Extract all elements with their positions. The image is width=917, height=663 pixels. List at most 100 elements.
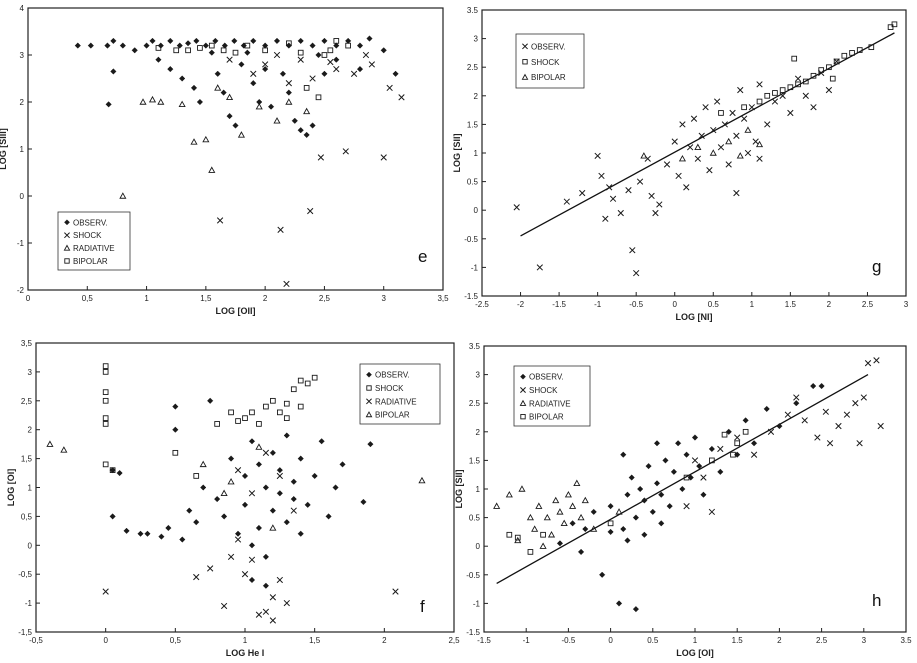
data-point — [860, 394, 867, 401]
y-axis-label-f: LOG [OI] — [6, 469, 16, 507]
data-point — [269, 617, 277, 624]
data-point — [810, 104, 817, 111]
data-point — [248, 490, 256, 497]
data-point — [691, 457, 699, 464]
legend-entry: OBSERV. — [529, 373, 564, 382]
data-point — [105, 101, 112, 108]
data-point — [795, 81, 801, 88]
data-point — [590, 508, 597, 515]
y-tick-label-g: 0 — [474, 206, 479, 215]
data-point — [226, 56, 233, 63]
data-point — [691, 434, 699, 441]
data-point — [333, 38, 340, 44]
x-tick-label-h: 2 — [777, 636, 782, 645]
data-point — [683, 451, 690, 458]
data-point — [227, 477, 235, 485]
data-point — [418, 476, 426, 484]
data-point — [193, 519, 200, 526]
data-point — [729, 109, 736, 117]
y-tick-label-g: -1 — [471, 263, 479, 272]
data-point — [157, 98, 165, 105]
data-point — [325, 513, 332, 520]
x-tick-label-g: 0 — [673, 300, 678, 309]
data-point — [752, 138, 759, 145]
data-point — [119, 42, 126, 49]
data-point — [102, 397, 109, 404]
data-point — [248, 542, 256, 549]
data-point — [262, 608, 270, 615]
data-point — [269, 594, 277, 601]
data-point — [197, 45, 203, 51]
data-point — [102, 363, 109, 369]
chart-panel-g: -2.5 -2 -1.5 -1 -0.5 0 0.5 1 1.5 2 2.5 3 -1.5 -1 -0.5 0… — [452, 6, 909, 322]
y-tick-label-e: -2 — [17, 286, 25, 295]
data-point — [818, 67, 825, 73]
data-point — [179, 75, 186, 82]
data-point — [255, 611, 263, 618]
data-point — [226, 93, 234, 100]
data-point — [794, 75, 802, 82]
data-point — [700, 491, 707, 498]
legend-marker — [365, 411, 373, 418]
y-axis-label-e: LOG [SIII] — [0, 128, 8, 170]
y-tick-label-g: -0.5 — [464, 235, 478, 244]
data-point — [392, 588, 399, 595]
x-tick-label-g: 1 — [750, 300, 755, 309]
x-axis-label-f: LOG He I — [226, 648, 265, 658]
data-point — [721, 121, 728, 128]
legend-marker — [64, 219, 70, 226]
data-point — [297, 127, 304, 134]
x-tick-label-g: 2 — [827, 300, 832, 309]
data-point — [656, 201, 663, 208]
data-point — [891, 21, 898, 28]
data-point — [220, 602, 228, 610]
data-point — [641, 497, 648, 504]
data-point — [283, 415, 290, 421]
data-point — [196, 98, 204, 106]
data-point — [318, 438, 325, 445]
data-point — [702, 104, 709, 111]
data-point — [841, 52, 848, 59]
data-point — [104, 42, 111, 49]
data-point — [149, 37, 156, 44]
data-point — [283, 599, 290, 607]
data-point — [513, 204, 520, 211]
data-point — [291, 117, 298, 124]
x-tick-label-g: 3 — [904, 300, 909, 309]
data-point — [297, 403, 304, 410]
data-point — [167, 66, 174, 73]
data-point — [526, 513, 534, 521]
data-point — [262, 66, 269, 73]
data-point — [810, 72, 817, 79]
data-point — [356, 66, 364, 73]
data-point — [184, 40, 192, 47]
data-point — [212, 37, 219, 44]
legend-entry: BIPOLAR — [531, 73, 566, 82]
data-point — [868, 44, 875, 51]
data-point — [563, 198, 570, 205]
x-axis-label-e: LOG [OII] — [216, 306, 256, 316]
data-point — [216, 217, 224, 224]
data-point — [671, 138, 678, 145]
data-point — [733, 189, 740, 197]
data-point — [694, 155, 702, 162]
data-point — [202, 135, 210, 143]
y-tick-label-h: 3.5 — [469, 342, 481, 351]
data-point — [227, 553, 235, 561]
data-point — [736, 152, 744, 159]
data-point — [594, 152, 601, 160]
data-point — [744, 126, 752, 133]
data-point — [624, 491, 631, 498]
data-point — [741, 104, 747, 111]
legend-box-h — [513, 365, 591, 427]
data-point — [380, 47, 387, 54]
data-point — [763, 405, 770, 413]
data-point — [283, 280, 290, 288]
data-point — [784, 411, 791, 418]
data-point — [506, 531, 513, 538]
data-point — [493, 502, 501, 509]
data-point — [345, 42, 351, 49]
series-e-observ — [74, 35, 399, 138]
panel-label-g: g — [872, 257, 881, 276]
data-point — [332, 484, 339, 491]
